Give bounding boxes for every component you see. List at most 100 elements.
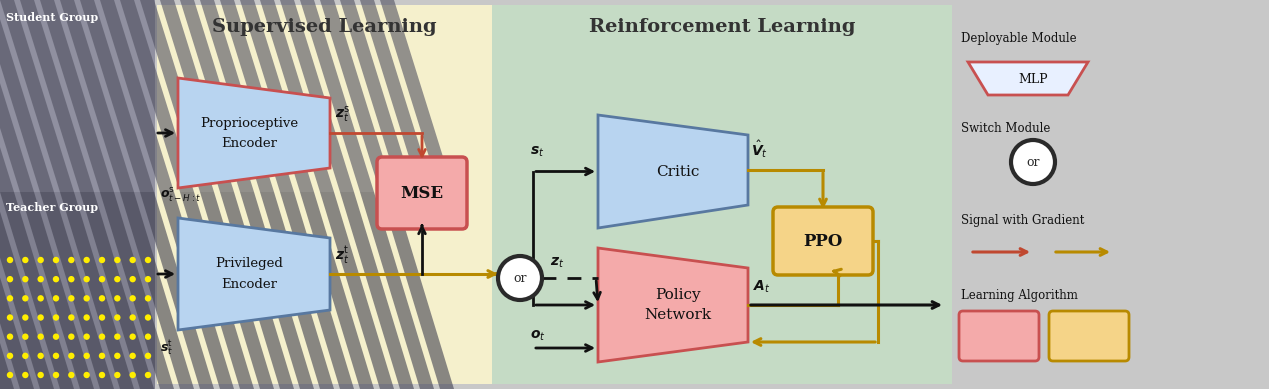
- Polygon shape: [598, 248, 747, 362]
- Circle shape: [38, 333, 44, 340]
- Polygon shape: [360, 0, 434, 192]
- Polygon shape: [180, 0, 254, 192]
- Circle shape: [22, 257, 28, 263]
- Circle shape: [129, 333, 136, 340]
- Polygon shape: [80, 0, 154, 192]
- Circle shape: [6, 257, 13, 263]
- Polygon shape: [41, 192, 114, 389]
- Polygon shape: [20, 0, 94, 192]
- Circle shape: [129, 353, 136, 359]
- Circle shape: [22, 276, 28, 282]
- Text: Privileged: Privileged: [214, 258, 283, 270]
- Polygon shape: [360, 192, 434, 389]
- Circle shape: [53, 314, 60, 321]
- Circle shape: [84, 276, 90, 282]
- Circle shape: [145, 257, 151, 263]
- Text: Encoder: Encoder: [221, 137, 277, 149]
- Bar: [492, 5, 952, 384]
- Circle shape: [38, 257, 44, 263]
- Circle shape: [38, 295, 44, 301]
- Circle shape: [22, 314, 28, 321]
- Circle shape: [53, 333, 60, 340]
- Polygon shape: [299, 192, 374, 389]
- Circle shape: [99, 276, 105, 282]
- Circle shape: [145, 333, 151, 340]
- Polygon shape: [0, 0, 14, 192]
- Circle shape: [145, 295, 151, 301]
- Circle shape: [145, 314, 151, 321]
- Text: $\boldsymbol{s}^{\mathrm{t}}_t$: $\boldsymbol{s}^{\mathrm{t}}_t$: [160, 338, 174, 357]
- Polygon shape: [178, 78, 330, 188]
- Text: or: or: [1027, 156, 1039, 168]
- Circle shape: [69, 276, 75, 282]
- Circle shape: [22, 295, 28, 301]
- Polygon shape: [320, 0, 393, 192]
- Polygon shape: [240, 192, 313, 389]
- Text: Critic: Critic: [656, 165, 699, 179]
- Text: $\boldsymbol{o}_t$: $\boldsymbol{o}_t$: [530, 329, 546, 343]
- Polygon shape: [121, 192, 194, 389]
- Text: PPO: PPO: [803, 233, 843, 249]
- Polygon shape: [280, 0, 354, 192]
- Circle shape: [22, 372, 28, 378]
- Polygon shape: [340, 0, 414, 192]
- Polygon shape: [968, 62, 1088, 95]
- Circle shape: [69, 372, 75, 378]
- Circle shape: [69, 295, 75, 301]
- Circle shape: [114, 276, 121, 282]
- Circle shape: [114, 353, 121, 359]
- Circle shape: [69, 257, 75, 263]
- Polygon shape: [260, 0, 334, 192]
- Circle shape: [99, 295, 105, 301]
- Polygon shape: [180, 192, 254, 389]
- Polygon shape: [100, 0, 174, 192]
- Circle shape: [22, 333, 28, 340]
- Circle shape: [114, 372, 121, 378]
- Circle shape: [145, 276, 151, 282]
- Circle shape: [129, 372, 136, 378]
- Text: MLP: MLP: [1018, 72, 1048, 86]
- Polygon shape: [160, 0, 233, 192]
- Polygon shape: [60, 0, 135, 192]
- Polygon shape: [0, 192, 14, 389]
- Circle shape: [6, 276, 13, 282]
- Circle shape: [6, 314, 13, 321]
- Bar: [0, 0, 155, 192]
- Circle shape: [22, 353, 28, 359]
- Circle shape: [497, 256, 542, 300]
- Circle shape: [129, 295, 136, 301]
- Text: $\hat{\boldsymbol{V}}_t$: $\hat{\boldsymbol{V}}_t$: [751, 138, 768, 160]
- FancyBboxPatch shape: [377, 157, 467, 229]
- Circle shape: [84, 295, 90, 301]
- Circle shape: [69, 333, 75, 340]
- Text: MSE: MSE: [401, 184, 444, 202]
- Circle shape: [84, 372, 90, 378]
- Text: $\boldsymbol{z}_t^{\mathrm{t}}$: $\boldsymbol{z}_t^{\mathrm{t}}$: [335, 244, 349, 266]
- Polygon shape: [299, 0, 374, 192]
- Circle shape: [6, 333, 13, 340]
- Circle shape: [99, 257, 105, 263]
- Text: Deployable Module: Deployable Module: [961, 32, 1076, 44]
- Circle shape: [6, 353, 13, 359]
- Circle shape: [6, 295, 13, 301]
- Polygon shape: [0, 192, 74, 389]
- Circle shape: [53, 372, 60, 378]
- FancyBboxPatch shape: [959, 311, 1039, 361]
- Bar: [0, 192, 155, 389]
- Text: $\boldsymbol{o}^{\mathrm{s}}_{t-H:t}$: $\boldsymbol{o}^{\mathrm{s}}_{t-H:t}$: [160, 186, 202, 204]
- Polygon shape: [20, 192, 94, 389]
- Circle shape: [114, 257, 121, 263]
- Text: Policy: Policy: [655, 288, 700, 302]
- Circle shape: [6, 372, 13, 378]
- Polygon shape: [260, 192, 334, 389]
- Text: Teacher Group: Teacher Group: [6, 202, 98, 213]
- Text: or: or: [513, 272, 527, 284]
- Circle shape: [84, 257, 90, 263]
- Text: Signal with Gradient: Signal with Gradient: [961, 214, 1085, 226]
- Polygon shape: [201, 192, 274, 389]
- Polygon shape: [80, 192, 154, 389]
- Bar: [157, 5, 492, 384]
- Circle shape: [53, 257, 60, 263]
- Circle shape: [129, 314, 136, 321]
- Text: Switch Module: Switch Module: [961, 121, 1051, 135]
